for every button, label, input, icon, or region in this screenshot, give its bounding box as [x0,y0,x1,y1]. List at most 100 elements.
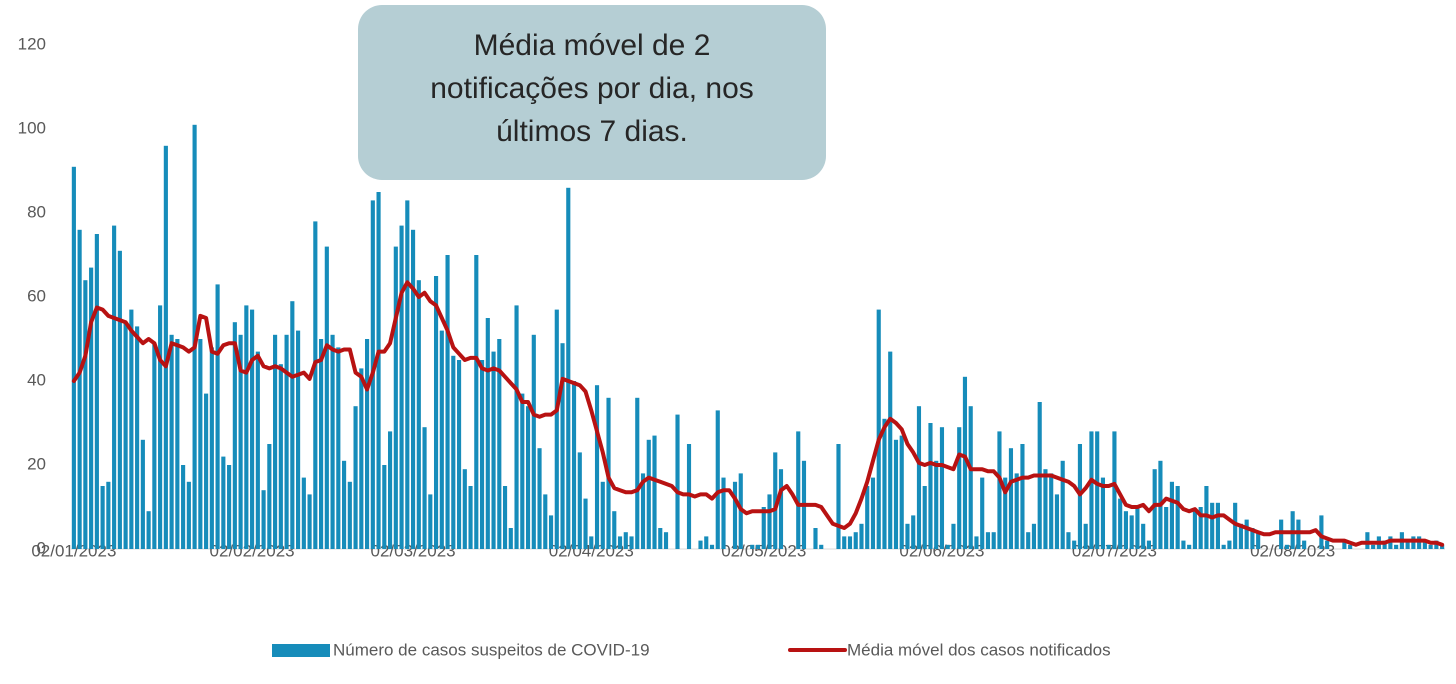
moving-average-line [71,280,1445,547]
bar [951,523,956,549]
bar [71,166,76,550]
bar [991,532,996,549]
bar [1250,528,1255,549]
bar [365,339,370,549]
bar [376,192,381,549]
bar [342,460,347,549]
bar [623,532,628,549]
bar [433,276,439,549]
bar [974,536,979,549]
bar [1008,448,1014,549]
bar [462,469,467,549]
bar [773,452,778,549]
bar [158,305,163,549]
bar [175,339,180,549]
bar [583,498,588,549]
bar [1026,532,1031,549]
bar [847,536,853,549]
bar [1198,507,1203,549]
bar [859,523,864,549]
bar [428,494,433,549]
bar [135,326,140,549]
bar [186,481,191,549]
bar [778,469,784,549]
bar [468,486,473,549]
bar [962,376,968,549]
bar [571,381,577,549]
bar [89,267,94,549]
bar [1238,523,1243,549]
bar [1146,540,1151,549]
bar [1256,532,1261,549]
bar [1290,511,1295,549]
y-tick-label: 60 [27,286,46,305]
bar [123,322,128,549]
legend-label: Número de casos suspeitos de COVID-19 [333,640,650,659]
bar [359,368,364,549]
bar [997,431,1002,549]
bar [169,334,174,549]
bar [1112,431,1117,549]
bar [1411,536,1416,549]
bar [301,477,306,549]
bar [1325,540,1330,549]
bar [1003,477,1008,549]
bar [1210,502,1215,549]
bar [1083,523,1088,549]
bar [1060,460,1065,549]
bar [893,439,899,549]
bar [1319,515,1324,549]
annotation-text: últimos 7 dias. [496,115,688,148]
bar [1440,544,1445,549]
bar [715,410,720,549]
bar [922,486,927,549]
bar [1302,540,1307,549]
bar [204,393,209,549]
bar [238,334,243,549]
bar [163,145,168,550]
bar [255,351,260,549]
bar [617,536,623,549]
y-tick-label: 20 [27,454,46,473]
bar [663,532,669,549]
bar [520,393,525,549]
bar [916,406,922,549]
bar [267,444,272,549]
bar [502,486,508,549]
bar [129,309,134,549]
bar [957,427,962,549]
annotation-text: notificações por dia, nos [430,72,754,105]
y-tick-label: 40 [27,370,46,389]
bar [589,536,594,549]
bar [324,246,329,549]
x-tick-label: 02/08/2023 [1250,541,1335,560]
bar [750,544,755,549]
bar [928,423,933,549]
bar [106,481,111,549]
bar [709,544,715,549]
bar [209,347,214,549]
bar [307,494,312,549]
bar [1284,544,1289,549]
bar [215,284,220,549]
bar [1106,544,1111,549]
bar [635,397,640,549]
bar [732,481,738,549]
bar [566,187,571,550]
bar [537,448,542,549]
bar [456,360,462,549]
bar [1152,469,1157,549]
bar [1129,515,1134,549]
bar [1371,544,1376,549]
bar [1244,519,1249,549]
bar [945,544,950,549]
bar [882,418,887,549]
bar [290,301,295,549]
bar [112,225,117,549]
legend-swatch [272,644,330,657]
bar [1187,544,1192,549]
bar [1348,544,1353,549]
legend-label: Média móvel dos casos notificados [847,640,1111,659]
bar [347,481,352,549]
